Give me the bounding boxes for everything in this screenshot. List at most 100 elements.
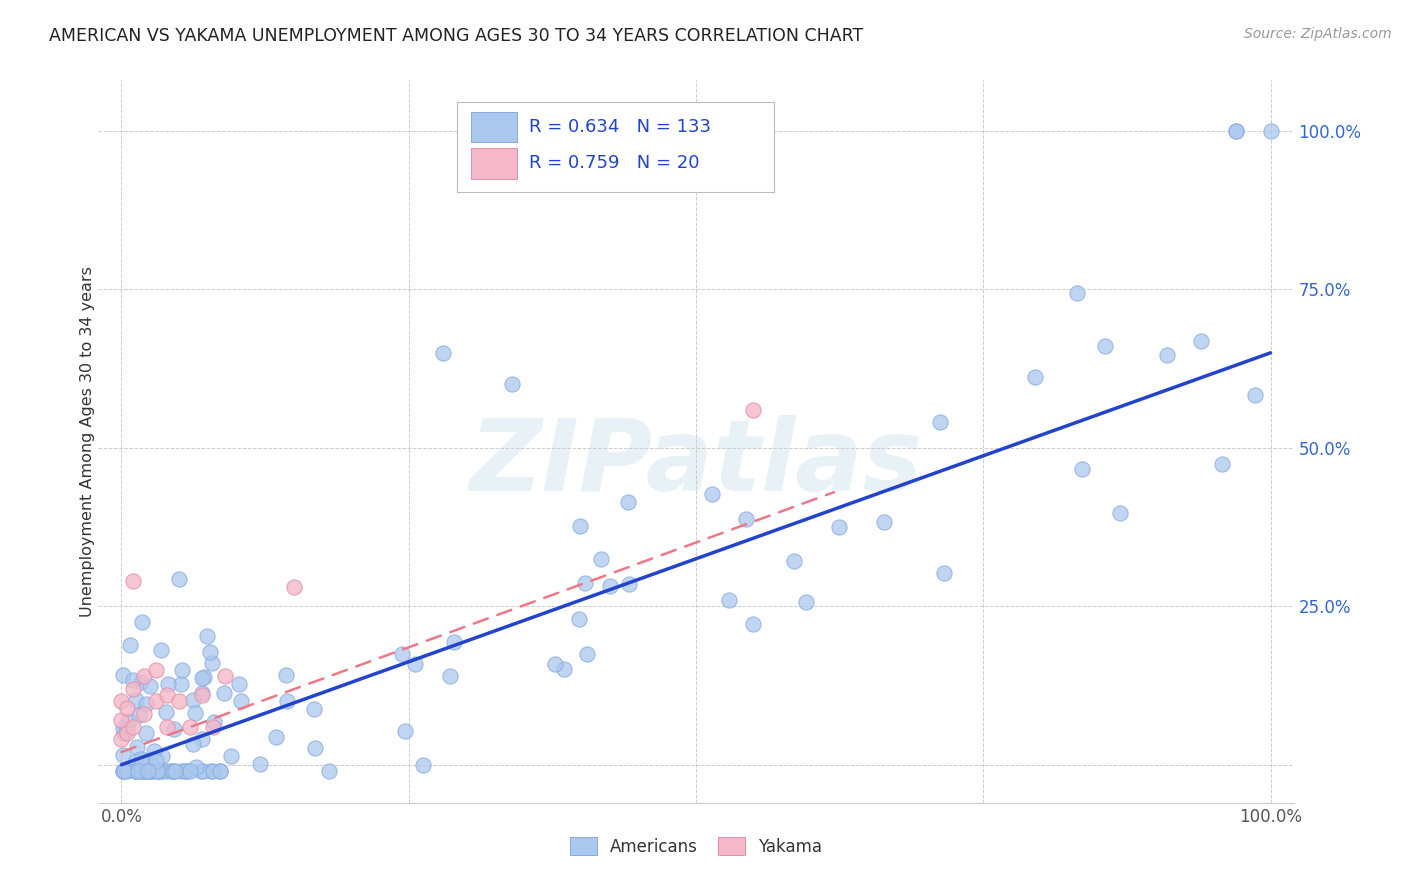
Point	[304, 740, 326, 755]
Point	[1225, 124, 1247, 138]
Point	[219, 749, 242, 764]
Point	[145, 754, 167, 768]
Point	[129, 675, 152, 690]
FancyBboxPatch shape	[471, 112, 517, 143]
Point	[134, 707, 156, 722]
Point	[544, 657, 567, 671]
Point	[439, 669, 461, 683]
Point	[616, 495, 638, 509]
Point	[131, 615, 153, 630]
Point	[391, 648, 413, 662]
Point	[574, 575, 596, 590]
Point	[128, 708, 150, 723]
Point	[167, 694, 190, 708]
Point	[125, 693, 148, 707]
Point	[110, 694, 132, 708]
Point	[202, 715, 225, 730]
Y-axis label: Unemployment Among Ages 30 to 34 years: Unemployment Among Ages 30 to 34 years	[80, 266, 94, 617]
Point	[122, 681, 145, 696]
Point	[179, 720, 201, 734]
Point	[162, 764, 184, 778]
Point	[718, 593, 741, 607]
Point	[136, 764, 159, 778]
Point	[142, 744, 165, 758]
Point	[127, 740, 149, 755]
Point	[201, 656, 224, 670]
Point	[1071, 462, 1094, 476]
Point	[274, 668, 297, 682]
Point	[156, 764, 179, 778]
Point	[170, 764, 193, 778]
Point	[110, 714, 132, 728]
Point	[195, 629, 218, 643]
Point	[231, 694, 253, 708]
Point	[139, 679, 162, 693]
Point	[165, 764, 187, 778]
Point	[156, 688, 179, 702]
Point	[700, 487, 723, 501]
Point	[115, 764, 138, 778]
Point	[156, 720, 179, 734]
Point	[443, 635, 465, 649]
Point	[873, 515, 896, 529]
Point	[568, 612, 591, 626]
Point	[190, 764, 212, 778]
Point	[184, 706, 207, 720]
Point	[124, 764, 146, 778]
Point	[136, 764, 159, 778]
Point	[619, 576, 641, 591]
Point	[118, 714, 141, 728]
FancyBboxPatch shape	[471, 148, 517, 178]
Point	[134, 764, 156, 778]
Point	[172, 663, 194, 677]
Point	[796, 595, 818, 609]
Point	[155, 706, 177, 720]
Point	[115, 723, 138, 737]
Point	[929, 416, 952, 430]
Point	[115, 726, 138, 740]
Point	[212, 686, 235, 700]
Point	[183, 693, 205, 707]
Point	[283, 580, 305, 594]
Point	[135, 698, 157, 712]
Text: R = 0.759   N = 20: R = 0.759 N = 20	[529, 154, 699, 172]
Point	[173, 764, 195, 778]
Point	[111, 764, 134, 778]
Point	[742, 617, 765, 632]
Text: Source: ZipAtlas.com: Source: ZipAtlas.com	[1244, 27, 1392, 41]
Text: AMERICAN VS YAKAMA UNEMPLOYMENT AMONG AGES 30 TO 34 YEARS CORRELATION CHART: AMERICAN VS YAKAMA UNEMPLOYMENT AMONG AG…	[49, 27, 863, 45]
Point	[828, 520, 851, 534]
Point	[112, 764, 135, 778]
Point	[134, 764, 156, 778]
Point	[432, 346, 454, 360]
Point	[125, 754, 148, 768]
Point	[157, 677, 180, 691]
Point	[202, 764, 225, 778]
Point	[150, 764, 173, 778]
Point	[412, 757, 434, 772]
Point	[131, 764, 153, 778]
Point	[599, 579, 621, 593]
Point	[1260, 124, 1282, 138]
Point	[145, 663, 167, 677]
Point	[112, 726, 135, 740]
Point	[135, 764, 157, 778]
Point	[589, 552, 612, 566]
Point	[394, 724, 416, 739]
Legend: Americans, Yakama: Americans, Yakama	[569, 838, 823, 856]
Point	[191, 688, 214, 702]
Text: ZIPatlas: ZIPatlas	[470, 415, 922, 512]
Point	[183, 737, 205, 751]
Point	[167, 572, 190, 586]
Point	[200, 764, 222, 778]
Point	[145, 764, 167, 778]
Point	[735, 512, 758, 526]
Point	[152, 764, 174, 778]
Point	[783, 554, 806, 568]
Point	[112, 764, 135, 778]
Point	[1094, 339, 1116, 353]
Point	[135, 725, 157, 739]
Point	[135, 759, 157, 773]
Point	[932, 566, 955, 581]
Point	[118, 638, 141, 652]
